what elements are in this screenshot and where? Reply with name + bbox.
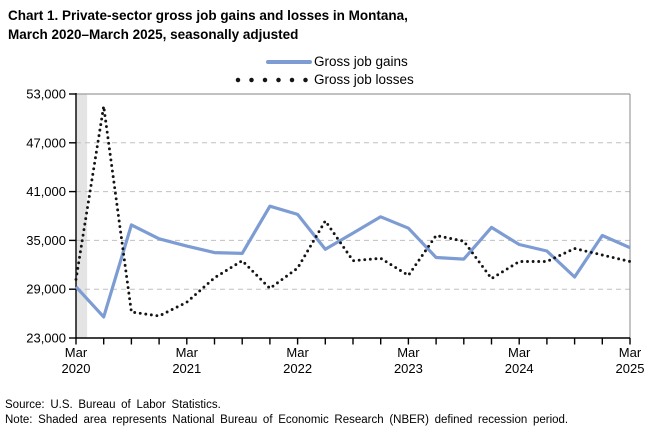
y-tick-label: 53,000 bbox=[26, 87, 66, 102]
x-tick-label-month: Mar bbox=[176, 345, 199, 360]
chart-title-line2: March 2020–March 2025, seasonally adjust… bbox=[8, 27, 299, 42]
gains-line bbox=[74, 204, 631, 319]
recession-shaded-area bbox=[76, 94, 88, 338]
y-tick-label: 23,000 bbox=[26, 331, 66, 346]
x-tick-label-year: 2020 bbox=[62, 361, 91, 376]
x-tick-label-month: Mar bbox=[619, 345, 642, 360]
y-tick-label: 47,000 bbox=[26, 135, 66, 150]
legend-losses-label: Gross job losses bbox=[314, 72, 414, 87]
legend-gains-label: Gross job gains bbox=[314, 54, 408, 69]
footer: Source: U.S. Bureau of Labor Statistics.… bbox=[5, 398, 657, 428]
x-tick-label-year: 2025 bbox=[616, 361, 645, 376]
losses-line-swatch bbox=[230, 76, 312, 84]
dotted-line-icon bbox=[235, 77, 312, 82]
x-tick-label-month: Mar bbox=[286, 345, 309, 360]
legend-item-gains: Gross job gains bbox=[230, 53, 414, 70]
legend-item-losses: Gross job losses bbox=[230, 71, 414, 88]
legend: Gross job gains Gross job losses bbox=[230, 53, 414, 88]
x-tick-label-year: 2024 bbox=[505, 361, 534, 376]
losses-line bbox=[74, 104, 632, 318]
x-tick-label-month: Mar bbox=[65, 345, 88, 360]
y-tick-label: 29,000 bbox=[26, 282, 66, 297]
x-tick-label-month: Mar bbox=[508, 345, 531, 360]
chart-title-line1: Chart 1. Private-sector gross job gains … bbox=[8, 8, 408, 23]
footer-source: Source: U.S. Bureau of Labor Statistics. bbox=[5, 399, 221, 411]
footer-note: Note: Shaded area represents National Bu… bbox=[5, 414, 569, 426]
x-tick-label-year: 2023 bbox=[394, 361, 423, 376]
solid-line-icon bbox=[266, 59, 312, 64]
gains-line-swatch bbox=[230, 59, 312, 64]
x-tick-label-year: 2021 bbox=[172, 361, 201, 376]
x-tick-label-year: 2022 bbox=[283, 361, 312, 376]
x-tick-label-month: Mar bbox=[397, 345, 420, 360]
y-tick-label: 41,000 bbox=[26, 184, 66, 199]
y-tick-label: 35,000 bbox=[26, 233, 66, 248]
chart-title: Chart 1. Private-sector gross job gains … bbox=[8, 6, 628, 44]
